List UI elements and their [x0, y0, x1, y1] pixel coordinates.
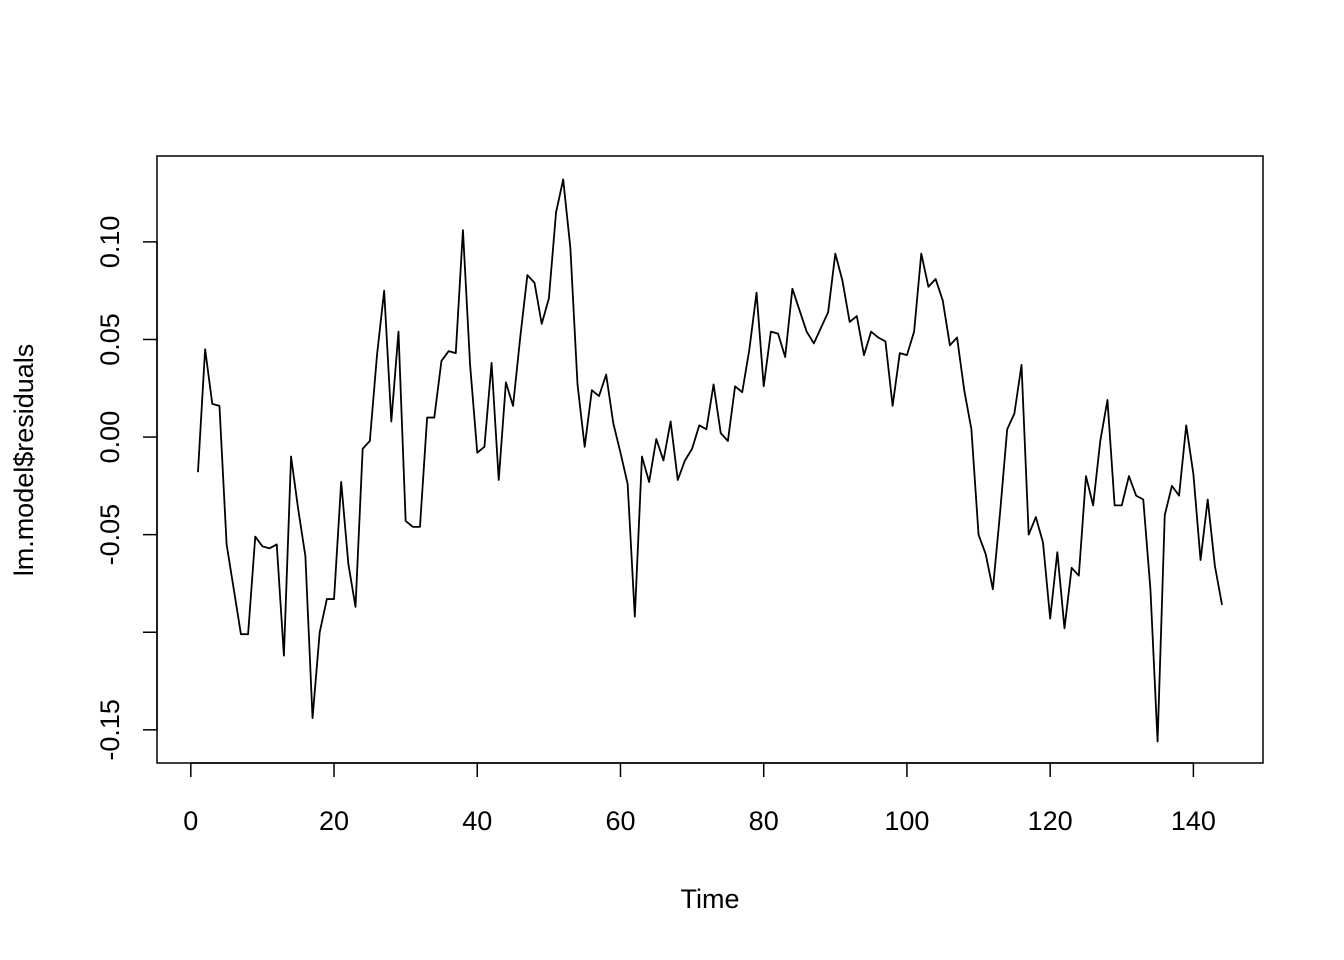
x-tick-label: 60	[605, 806, 635, 836]
x-tick-label: 40	[462, 806, 492, 836]
y-tick-label: 0.00	[95, 411, 125, 464]
y-tick-label: 0.10	[95, 216, 125, 269]
x-tick-label: 100	[884, 806, 929, 836]
y-axis-label: lm.model$residuals	[9, 344, 39, 577]
y-tick-label: -0.05	[95, 504, 125, 566]
x-axis-label: Time	[681, 884, 740, 914]
series-line	[197, 178, 1223, 743]
y-tick-label: 0.05	[95, 313, 125, 366]
plot-frame	[156, 155, 1264, 764]
x-tick-label: 120	[1028, 806, 1073, 836]
x-tick-label: 20	[319, 806, 349, 836]
x-tick-label: 140	[1171, 806, 1216, 836]
x-tick-label: 80	[749, 806, 779, 836]
x-tick-label: 0	[183, 806, 198, 836]
y-tick-label: -0.15	[95, 699, 125, 761]
